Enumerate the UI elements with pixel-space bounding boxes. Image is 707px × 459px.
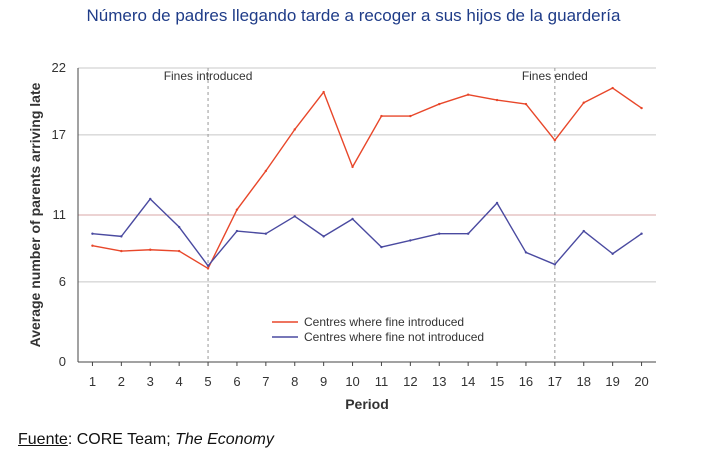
data-point — [438, 232, 441, 235]
y-tick-label: 17 — [52, 127, 66, 142]
x-tick-label: 12 — [403, 374, 417, 389]
data-point — [206, 267, 210, 270]
x-tick-label: 9 — [320, 374, 327, 389]
data-point — [582, 101, 585, 104]
data-point — [120, 235, 123, 238]
data-point — [553, 138, 557, 142]
data-point — [640, 232, 643, 235]
y-tick-label: 11 — [53, 207, 67, 222]
data-point — [524, 251, 528, 254]
source-italic: The Economy — [175, 431, 274, 448]
x-tick-label: 6 — [233, 374, 240, 389]
x-tick-label: 19 — [605, 374, 619, 389]
data-point — [322, 235, 325, 238]
data-point — [351, 217, 354, 221]
data-point — [351, 165, 354, 169]
data-point — [553, 263, 557, 266]
data-point — [149, 197, 152, 201]
x-tick-label: 15 — [490, 374, 504, 389]
chart-title: Número de padres llegando tarde a recoge… — [86, 6, 621, 25]
data-point — [293, 128, 296, 131]
x-tick-label: 14 — [461, 374, 475, 389]
x-tick-label: 1 — [89, 374, 96, 389]
x-tick-label: 20 — [634, 374, 648, 389]
data-point — [611, 86, 614, 90]
x-axis-title: Period — [345, 396, 389, 412]
y-tick-label: 0 — [59, 354, 66, 369]
data-point — [438, 102, 441, 106]
y-tick-label: 6 — [59, 274, 66, 289]
x-tick-label: 8 — [291, 374, 298, 389]
data-point — [524, 102, 528, 106]
data-point — [380, 245, 383, 249]
data-point — [495, 98, 499, 102]
y-axis-title: Average number of parents arriving late — [27, 82, 43, 347]
x-tick-label: 11 — [375, 374, 389, 389]
x-tick-label: 10 — [345, 374, 359, 389]
x-tick-label: 17 — [548, 374, 562, 389]
data-point — [293, 215, 296, 218]
data-point — [466, 93, 470, 96]
x-tick-label: 18 — [577, 374, 591, 389]
data-point — [206, 264, 210, 267]
source-label: Fuente — [18, 431, 68, 448]
data-point — [409, 114, 412, 118]
data-point — [235, 208, 239, 211]
data-point — [466, 232, 470, 235]
annotation-label: Fines introduced — [164, 69, 253, 83]
legend-label: Centres where fine introduced — [304, 315, 464, 329]
data-point — [611, 252, 614, 255]
data-point — [582, 229, 585, 233]
x-tick-label: 7 — [262, 374, 269, 389]
annotation-label: Fines ended — [522, 69, 588, 83]
data-point — [91, 244, 94, 247]
data-point — [149, 248, 152, 251]
source-line: Fuente: CORE Team; The Economy — [18, 431, 274, 449]
series-line-2 — [92, 198, 642, 267]
data-point — [264, 232, 268, 235]
data-point — [640, 106, 643, 110]
data-point — [380, 114, 383, 118]
legend-label: Centres where fine not introduced — [304, 330, 484, 344]
x-tick-label: 2 — [118, 374, 125, 389]
x-tick-label: 13 — [432, 374, 446, 389]
data-point — [177, 225, 181, 229]
data-point — [264, 169, 268, 173]
x-tick-label: 3 — [147, 374, 154, 389]
x-tick-label: 4 — [176, 374, 183, 389]
series-line-1 — [92, 87, 642, 270]
y-tick-label: 22 — [52, 60, 66, 75]
data-point — [120, 249, 123, 253]
data-point — [177, 249, 181, 253]
data-point — [409, 239, 412, 242]
x-tick-label: 5 — [204, 374, 211, 389]
data-point — [322, 90, 325, 94]
data-point — [91, 232, 94, 235]
data-point — [495, 201, 499, 205]
x-tick-label: 16 — [519, 374, 533, 389]
data-point — [235, 229, 239, 233]
source-text: : CORE Team; — [67, 431, 176, 448]
